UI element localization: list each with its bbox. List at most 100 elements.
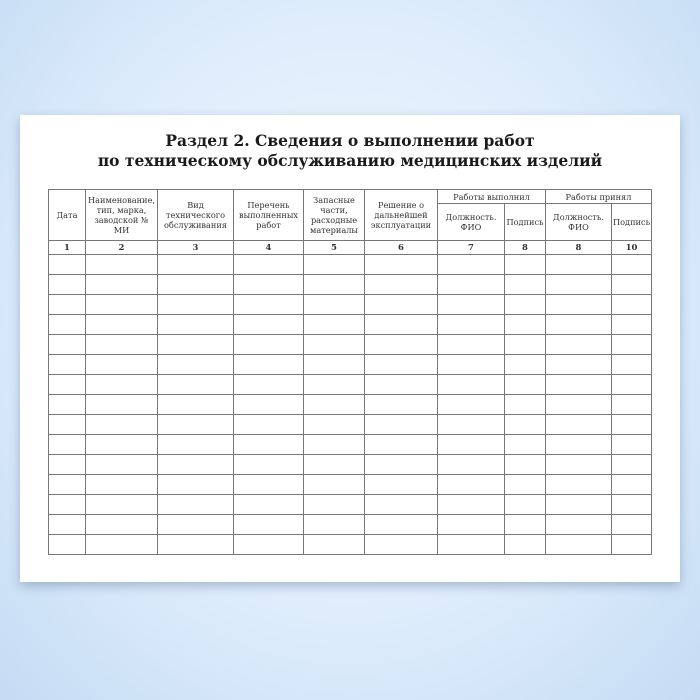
empty-cell[interactable]	[611, 454, 652, 475]
empty-cell[interactable]	[85, 514, 158, 535]
empty-cell[interactable]	[364, 454, 438, 475]
empty-cell[interactable]	[504, 334, 546, 355]
empty-cell[interactable]	[303, 314, 365, 335]
empty-cell[interactable]	[233, 274, 304, 295]
empty-cell[interactable]	[233, 514, 304, 535]
empty-cell[interactable]	[85, 354, 158, 375]
empty-cell[interactable]	[303, 254, 365, 275]
empty-cell[interactable]	[437, 494, 505, 515]
empty-cell[interactable]	[85, 294, 158, 315]
empty-cell[interactable]	[611, 334, 652, 355]
empty-cell[interactable]	[611, 514, 652, 535]
empty-cell[interactable]	[233, 434, 304, 455]
empty-cell[interactable]	[48, 314, 86, 335]
empty-cell[interactable]	[545, 254, 612, 275]
empty-cell[interactable]	[504, 274, 546, 295]
empty-cell[interactable]	[545, 454, 612, 475]
empty-cell[interactable]	[364, 394, 438, 415]
empty-cell[interactable]	[157, 354, 234, 375]
empty-cell[interactable]	[504, 534, 546, 555]
empty-cell[interactable]	[85, 414, 158, 435]
empty-cell[interactable]	[437, 534, 505, 555]
empty-cell[interactable]	[504, 474, 546, 495]
empty-cell[interactable]	[233, 394, 304, 415]
empty-cell[interactable]	[157, 374, 234, 395]
empty-cell[interactable]	[157, 534, 234, 555]
empty-cell[interactable]	[233, 354, 304, 375]
empty-cell[interactable]	[48, 494, 86, 515]
empty-cell[interactable]	[364, 434, 438, 455]
empty-cell[interactable]	[437, 314, 505, 335]
empty-cell[interactable]	[157, 394, 234, 415]
empty-cell[interactable]	[364, 374, 438, 395]
empty-cell[interactable]	[303, 414, 365, 435]
empty-cell[interactable]	[233, 414, 304, 435]
empty-cell[interactable]	[611, 274, 652, 295]
empty-cell[interactable]	[611, 294, 652, 315]
empty-cell[interactable]	[48, 334, 86, 355]
empty-cell[interactable]	[157, 254, 234, 275]
empty-cell[interactable]	[364, 514, 438, 535]
empty-cell[interactable]	[85, 274, 158, 295]
empty-cell[interactable]	[85, 534, 158, 555]
empty-cell[interactable]	[157, 474, 234, 495]
empty-cell[interactable]	[85, 254, 158, 275]
empty-cell[interactable]	[233, 294, 304, 315]
empty-cell[interactable]	[85, 474, 158, 495]
empty-cell[interactable]	[545, 394, 612, 415]
empty-cell[interactable]	[48, 414, 86, 435]
empty-cell[interactable]	[545, 414, 612, 435]
empty-cell[interactable]	[437, 334, 505, 355]
empty-cell[interactable]	[157, 414, 234, 435]
empty-cell[interactable]	[611, 534, 652, 555]
empty-cell[interactable]	[437, 294, 505, 315]
empty-cell[interactable]	[233, 314, 304, 335]
empty-cell[interactable]	[611, 414, 652, 435]
empty-cell[interactable]	[233, 374, 304, 395]
empty-cell[interactable]	[504, 514, 546, 535]
empty-cell[interactable]	[611, 354, 652, 375]
empty-cell[interactable]	[611, 434, 652, 455]
empty-cell[interactable]	[364, 494, 438, 515]
empty-cell[interactable]	[303, 454, 365, 475]
empty-cell[interactable]	[545, 314, 612, 335]
empty-cell[interactable]	[157, 334, 234, 355]
empty-cell[interactable]	[545, 374, 612, 395]
empty-cell[interactable]	[364, 334, 438, 355]
empty-cell[interactable]	[233, 454, 304, 475]
empty-cell[interactable]	[48, 394, 86, 415]
empty-cell[interactable]	[157, 494, 234, 515]
empty-cell[interactable]	[233, 474, 304, 495]
empty-cell[interactable]	[233, 334, 304, 355]
empty-cell[interactable]	[85, 494, 158, 515]
empty-cell[interactable]	[611, 494, 652, 515]
empty-cell[interactable]	[303, 534, 365, 555]
empty-cell[interactable]	[504, 394, 546, 415]
empty-cell[interactable]	[233, 534, 304, 555]
empty-cell[interactable]	[611, 254, 652, 275]
empty-cell[interactable]	[437, 374, 505, 395]
empty-cell[interactable]	[85, 334, 158, 355]
empty-cell[interactable]	[437, 414, 505, 435]
empty-cell[interactable]	[85, 394, 158, 415]
empty-cell[interactable]	[437, 254, 505, 275]
empty-cell[interactable]	[545, 274, 612, 295]
empty-cell[interactable]	[48, 434, 86, 455]
empty-cell[interactable]	[303, 474, 365, 495]
empty-cell[interactable]	[48, 254, 86, 275]
empty-cell[interactable]	[48, 474, 86, 495]
empty-cell[interactable]	[48, 374, 86, 395]
empty-cell[interactable]	[233, 254, 304, 275]
empty-cell[interactable]	[364, 254, 438, 275]
empty-cell[interactable]	[437, 514, 505, 535]
empty-cell[interactable]	[303, 354, 365, 375]
empty-cell[interactable]	[85, 434, 158, 455]
empty-cell[interactable]	[545, 294, 612, 315]
empty-cell[interactable]	[48, 274, 86, 295]
empty-cell[interactable]	[233, 494, 304, 515]
empty-cell[interactable]	[303, 274, 365, 295]
empty-cell[interactable]	[437, 274, 505, 295]
empty-cell[interactable]	[545, 474, 612, 495]
empty-cell[interactable]	[48, 454, 86, 475]
empty-cell[interactable]	[545, 514, 612, 535]
